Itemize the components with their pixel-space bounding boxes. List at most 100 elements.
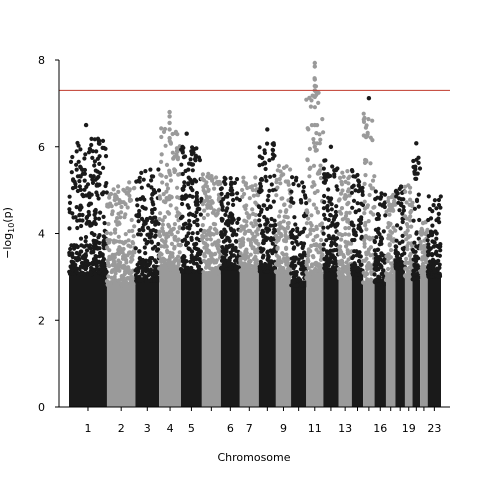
snp-point	[329, 207, 334, 212]
snp-point	[251, 224, 256, 229]
snp-point	[274, 235, 279, 241]
snp-point	[393, 248, 398, 253]
snp-point	[370, 178, 376, 183]
snp-point	[293, 222, 298, 227]
snp-point	[225, 191, 230, 197]
snp-point	[87, 195, 92, 200]
snp-point	[432, 198, 437, 203]
snp-point	[120, 240, 125, 245]
dense-points-block	[306, 277, 324, 407]
snp-point	[305, 126, 310, 131]
dense-points-block	[239, 271, 259, 407]
dense-points-block	[291, 285, 307, 407]
chromosome-band-4	[157, 126, 183, 407]
snp-point	[102, 238, 107, 243]
snp-point	[141, 177, 146, 182]
snp-point	[366, 261, 371, 266]
snp-point	[329, 236, 334, 241]
snp-point	[399, 197, 404, 202]
outlier-point	[265, 127, 270, 132]
snp-point	[363, 125, 368, 130]
snp-point	[174, 206, 179, 211]
snp-point	[190, 194, 195, 199]
snp-point	[219, 216, 224, 221]
snp-point	[214, 243, 219, 248]
snp-point	[322, 256, 327, 262]
snp-point	[180, 269, 185, 274]
snp-point	[93, 216, 98, 221]
snp-point	[316, 90, 321, 95]
snp-point	[128, 259, 133, 264]
snp-point	[404, 237, 409, 242]
snp-point	[157, 217, 162, 222]
snp-point	[178, 242, 183, 248]
snp-point	[343, 196, 348, 201]
snp-point	[101, 270, 107, 276]
snp-point	[197, 158, 202, 163]
snp-point	[270, 241, 275, 246]
x-tick-label: 5	[188, 422, 195, 435]
snp-point	[268, 174, 273, 179]
snp-point	[78, 236, 84, 241]
snp-point	[193, 213, 198, 219]
snp-point	[205, 237, 210, 242]
snp-point	[364, 280, 369, 285]
snp-point	[141, 259, 146, 264]
snp-point	[372, 272, 377, 277]
snp-point	[206, 231, 211, 236]
snp-point	[116, 278, 121, 283]
snp-point	[395, 257, 400, 263]
snp-point	[387, 203, 392, 208]
snp-point	[351, 198, 357, 203]
snp-point	[105, 245, 110, 250]
snp-point	[69, 271, 75, 276]
snp-point	[346, 176, 351, 181]
chromosome-band-c9	[256, 141, 278, 407]
snp-point	[194, 190, 199, 196]
snp-point	[164, 235, 169, 240]
snp-point	[400, 211, 405, 216]
snp-point	[78, 147, 83, 152]
snp-point	[67, 200, 73, 205]
snp-point	[146, 272, 151, 278]
snp-point	[407, 202, 412, 207]
snp-point	[144, 278, 149, 283]
snp-point	[209, 205, 214, 210]
snp-point	[434, 261, 439, 266]
snp-point	[160, 180, 165, 185]
snp-point	[186, 205, 191, 210]
snp-point	[258, 186, 263, 191]
snp-point	[263, 166, 268, 172]
snp-point	[265, 206, 270, 211]
snp-point	[234, 196, 239, 201]
snp-point	[206, 171, 211, 176]
snp-point	[177, 250, 182, 255]
chromosome-band-23	[425, 194, 443, 407]
snp-point	[321, 166, 326, 171]
snp-point	[337, 209, 342, 214]
snp-point	[418, 240, 423, 245]
snp-point	[278, 181, 283, 186]
snp-point	[159, 152, 164, 157]
snp-point	[156, 188, 162, 193]
snp-point	[231, 229, 237, 234]
snp-point	[200, 223, 205, 228]
snp-point	[289, 196, 294, 201]
snp-point	[107, 263, 112, 269]
outlier-point	[312, 60, 317, 66]
snp-point	[107, 195, 112, 200]
snp-point	[98, 210, 103, 215]
snp-point	[430, 257, 436, 262]
snp-point	[192, 219, 197, 225]
snp-point	[147, 258, 152, 263]
snp-point	[101, 165, 106, 170]
snp-point	[305, 157, 310, 162]
snp-point	[139, 185, 144, 190]
outlier-point	[167, 135, 172, 141]
snp-point	[163, 143, 168, 148]
snp-point	[431, 266, 436, 271]
snp-point	[131, 234, 136, 239]
snp-point	[223, 212, 228, 217]
snp-point	[183, 193, 188, 198]
x-tick-label: 19	[402, 422, 416, 435]
